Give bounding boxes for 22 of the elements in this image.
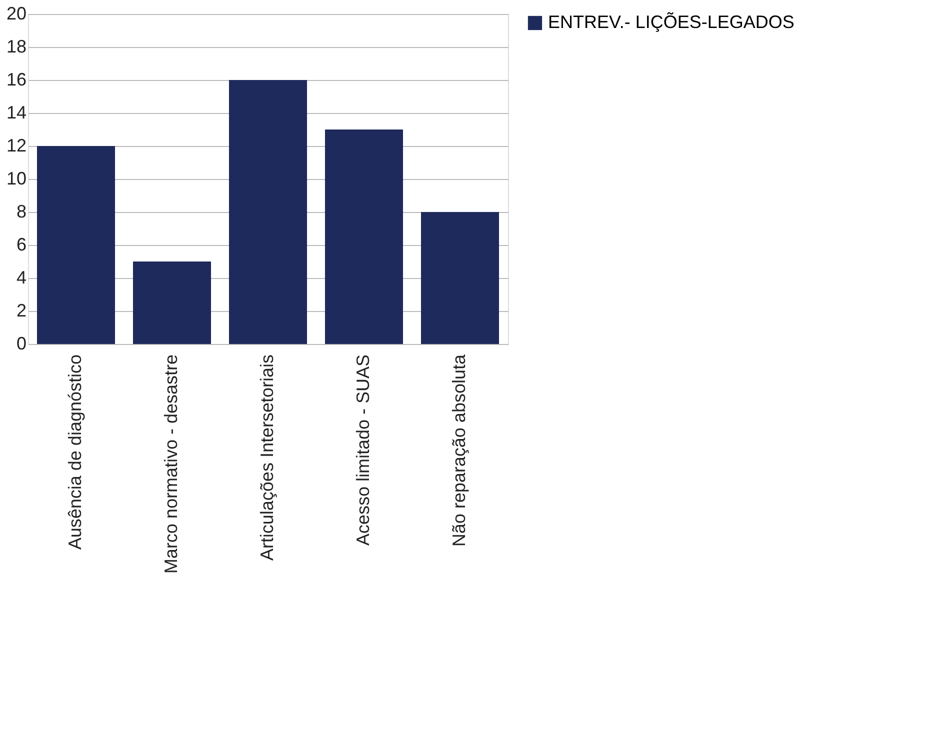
- x-tick-label: Acesso limitado - SUAS: [353, 354, 373, 546]
- bar: [325, 130, 403, 344]
- x-tick-label: Marco normativo - desastre: [161, 354, 181, 574]
- y-tick-label: 0: [16, 334, 26, 354]
- y-tick-label: 14: [6, 102, 26, 122]
- bar: [229, 80, 307, 344]
- y-tick-label: 2: [16, 300, 26, 320]
- bar: [133, 262, 211, 344]
- y-tick-label: 20: [6, 4, 26, 24]
- bar: [421, 212, 499, 344]
- y-tick-label: 10: [6, 168, 26, 188]
- y-tick-label: 12: [6, 136, 26, 156]
- legend-label: ENTREV.- LIÇÕES-LEGADOS: [548, 12, 794, 32]
- bar: [37, 146, 115, 344]
- y-tick-label: 18: [6, 36, 26, 56]
- x-tick-label: Ausência de diagnóstico: [65, 354, 85, 550]
- y-tick-label: 16: [6, 70, 26, 90]
- x-tick-label: Não reparação absoluta: [449, 354, 469, 547]
- y-tick-label: 4: [16, 268, 26, 288]
- y-tick-label: 8: [16, 202, 26, 222]
- y-tick-label: 6: [16, 234, 26, 254]
- x-tick-label: Articulações Intersetoriais: [257, 354, 277, 561]
